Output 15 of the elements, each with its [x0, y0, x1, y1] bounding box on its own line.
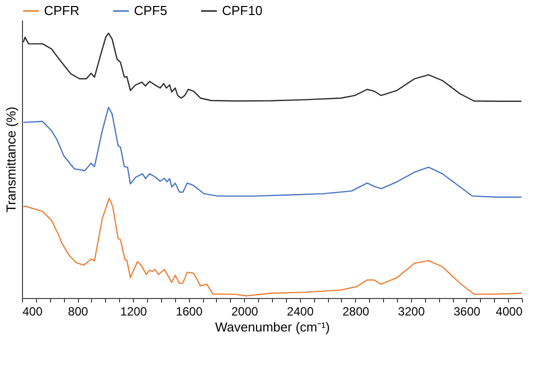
x-tick-label: 1200 — [120, 304, 148, 318]
x-tick-label: 1600 — [176, 304, 203, 318]
x-tick-label: 2000 — [231, 304, 258, 318]
x-tick-label: 2800 — [342, 304, 370, 318]
x-tick-label: 400 — [22, 304, 43, 318]
legend-label: CPF10 — [222, 3, 262, 18]
x-tick-label: 4000 — [496, 304, 523, 318]
x-axis-title: Wavenumber (cm⁻¹) — [215, 320, 330, 334]
x-tick-label: 3200 — [398, 304, 426, 318]
x-tick-label: 2400 — [286, 304, 314, 318]
x-tick-label: 3600 — [454, 304, 481, 318]
x-tick-label: 800 — [68, 304, 88, 318]
legend-label: CPF5 — [134, 3, 168, 18]
y-axis-title: Transmittance (%) — [4, 106, 18, 212]
legend-label: CPFR — [44, 3, 80, 18]
